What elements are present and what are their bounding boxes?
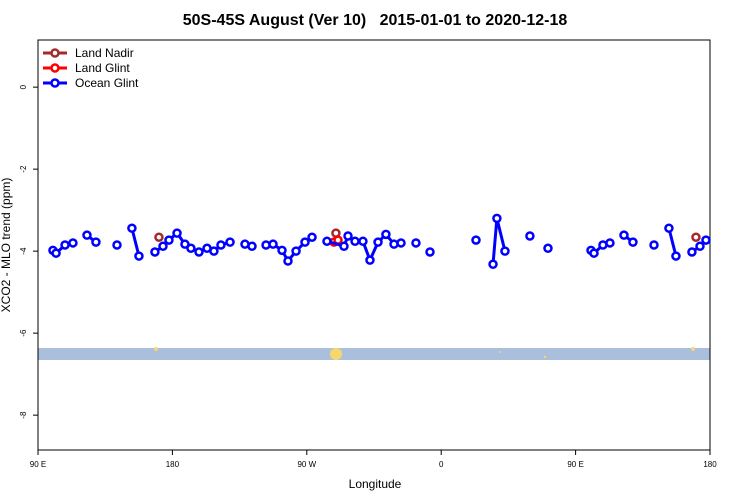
point [209, 246, 219, 256]
point [180, 239, 190, 249]
point [225, 237, 235, 247]
x-tick-label: 180 [703, 460, 717, 469]
point [525, 231, 535, 241]
point [112, 240, 122, 250]
point [60, 240, 70, 250]
point [589, 248, 599, 258]
point [194, 247, 204, 257]
point [687, 247, 697, 257]
point [425, 247, 435, 257]
legend-label: Land Glint [75, 61, 130, 75]
point [605, 238, 615, 248]
point [82, 230, 92, 240]
point [649, 240, 659, 250]
x-tick-label: 90 E [567, 460, 583, 469]
point [628, 237, 638, 247]
point [68, 238, 78, 248]
point [543, 243, 553, 254]
point [134, 251, 144, 261]
surface-band [38, 348, 710, 360]
y-tick-label: -8 [19, 411, 28, 419]
point [695, 241, 705, 251]
point [492, 213, 502, 224]
x-axis-label: Longitude [349, 477, 402, 491]
point [283, 256, 293, 266]
point [701, 235, 711, 245]
point [350, 236, 360, 247]
x-tick-label: 180 [166, 460, 180, 469]
y-tick-label: -6 [19, 329, 28, 337]
point [158, 241, 168, 251]
point [51, 248, 61, 258]
point [358, 236, 368, 247]
point [411, 238, 421, 248]
legend-label: Ocean Glint [75, 76, 139, 90]
legend-marker [50, 78, 60, 88]
point [322, 236, 332, 247]
point [127, 223, 137, 233]
point [671, 251, 681, 261]
chart-title: 50S-45S August (Ver 10) 2015-01-01 to 20… [183, 12, 568, 29]
point [381, 229, 391, 240]
point [277, 245, 287, 256]
x-tick-label: 90 E [30, 460, 46, 469]
y-tick-label: -4 [19, 247, 28, 255]
point [300, 237, 310, 247]
y-tick-label: -2 [19, 165, 28, 173]
x-tick-label: 0 [439, 460, 444, 469]
point [343, 231, 353, 241]
point [664, 223, 674, 233]
point [307, 232, 317, 242]
point [471, 235, 481, 245]
point [150, 247, 160, 257]
point [216, 240, 226, 250]
point [339, 241, 349, 251]
point [373, 237, 383, 247]
point [164, 235, 174, 245]
band-markers [154, 347, 695, 360]
legend-marker [50, 48, 60, 58]
point [396, 238, 406, 248]
point [291, 246, 301, 256]
legend-label: Land Nadir [75, 46, 134, 60]
point [619, 230, 629, 240]
point [247, 241, 257, 251]
y-axis-label: XCO2 - MLO trend (ppm) [0, 178, 13, 313]
x-tick-label: 90 W [297, 460, 316, 469]
point [154, 232, 164, 242]
point [186, 243, 196, 254]
point [172, 228, 182, 238]
y-tick-label: 0 [19, 84, 28, 89]
point [91, 237, 101, 247]
plot-frame [37, 39, 711, 451]
point [691, 232, 701, 242]
point [488, 259, 498, 270]
point [365, 255, 375, 265]
point [268, 239, 278, 249]
legend-marker [50, 63, 60, 73]
point [500, 246, 510, 256]
